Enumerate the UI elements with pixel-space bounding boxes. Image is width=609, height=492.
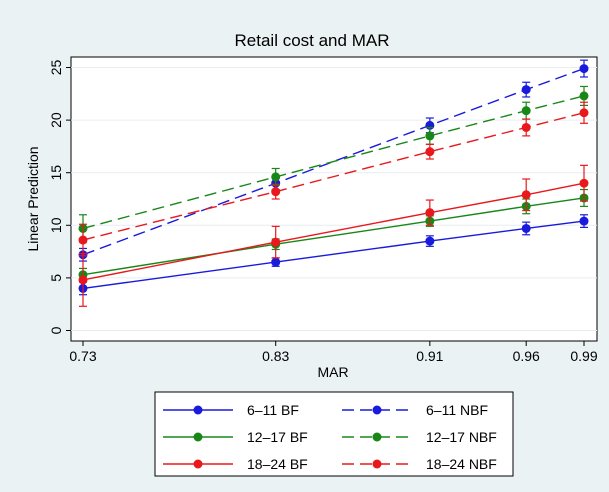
legend-label: 18–24 NBF [426,456,497,472]
legend: 6–11 BF 6–11 NBF 12–17 BF 12–17 NBF 18–24 BF… [154,391,514,477]
legend-item-3: 12–17 NBF [342,429,497,445]
legend-marker [372,432,382,442]
data-point [271,187,281,197]
data-point [78,275,88,285]
data-point [579,64,589,74]
x-tick-label: 0.73 [69,348,96,364]
data-point [78,235,88,245]
x-axis-label: MAR [317,364,348,380]
legend-marker [193,405,203,415]
series-0 [78,214,589,296]
chart-title: Retail cost and MAR [235,31,390,50]
legend-label: 18–24 BF [247,456,308,472]
series-line [82,95,585,230]
data-point [425,147,435,157]
series-layer [78,59,589,307]
data-point [579,178,589,188]
x-tick-label: 0.96 [513,348,540,364]
series-3 [78,85,589,243]
series-line [82,112,585,241]
legend-marker [372,405,382,415]
legend-marker [193,432,203,442]
legend-label: 12–17 BF [247,429,308,445]
data-point [521,190,531,200]
data-point [425,131,435,141]
data-point [579,91,589,101]
legend-item-5: 18–24 NBF [342,456,497,472]
x-tick-label: 0.91 [416,348,443,364]
y-axis-label: Linear Prediction [25,146,41,251]
y-tick-label: 10 [48,217,64,233]
series-5 [78,101,589,257]
data-point [521,85,531,95]
plot-area [70,56,598,342]
legend-item-2: 12–17 BF [163,429,308,445]
data-point [425,208,435,218]
data-point [579,108,589,118]
y-axis: 0 5 10 15 20 25 [48,60,71,334]
legend-marker [372,459,382,469]
legend-marker [193,459,203,469]
x-tick-label: 0.99 [570,348,597,364]
data-point [425,236,435,246]
x-axis: 0.73 0.83 0.91 0.96 0.99 [69,341,598,364]
legend-label: 6–11 BF [247,402,299,418]
series-4 [78,164,589,307]
x-tick-label: 0.83 [262,348,289,364]
data-point [271,257,281,267]
legend-box [154,391,514,477]
data-point [579,216,589,226]
legend-label: 12–17 NBF [426,429,497,445]
legend-label: 6–11 NBF [426,402,488,418]
data-point [521,122,531,132]
y-tick-label: 15 [48,165,64,181]
legend-item-0: 6–11 BF [163,402,299,418]
data-point [521,223,531,233]
data-point [271,172,281,182]
y-tick-label: 0 [48,326,64,334]
data-point [521,106,531,116]
data-point [271,237,281,247]
legend-item-4: 18–24 BF [163,456,308,472]
y-tick-label: 20 [48,112,64,128]
legend-item-1: 6–11 NBF [342,402,488,418]
y-tick-label: 5 [48,274,64,282]
y-tick-label: 25 [48,60,64,76]
